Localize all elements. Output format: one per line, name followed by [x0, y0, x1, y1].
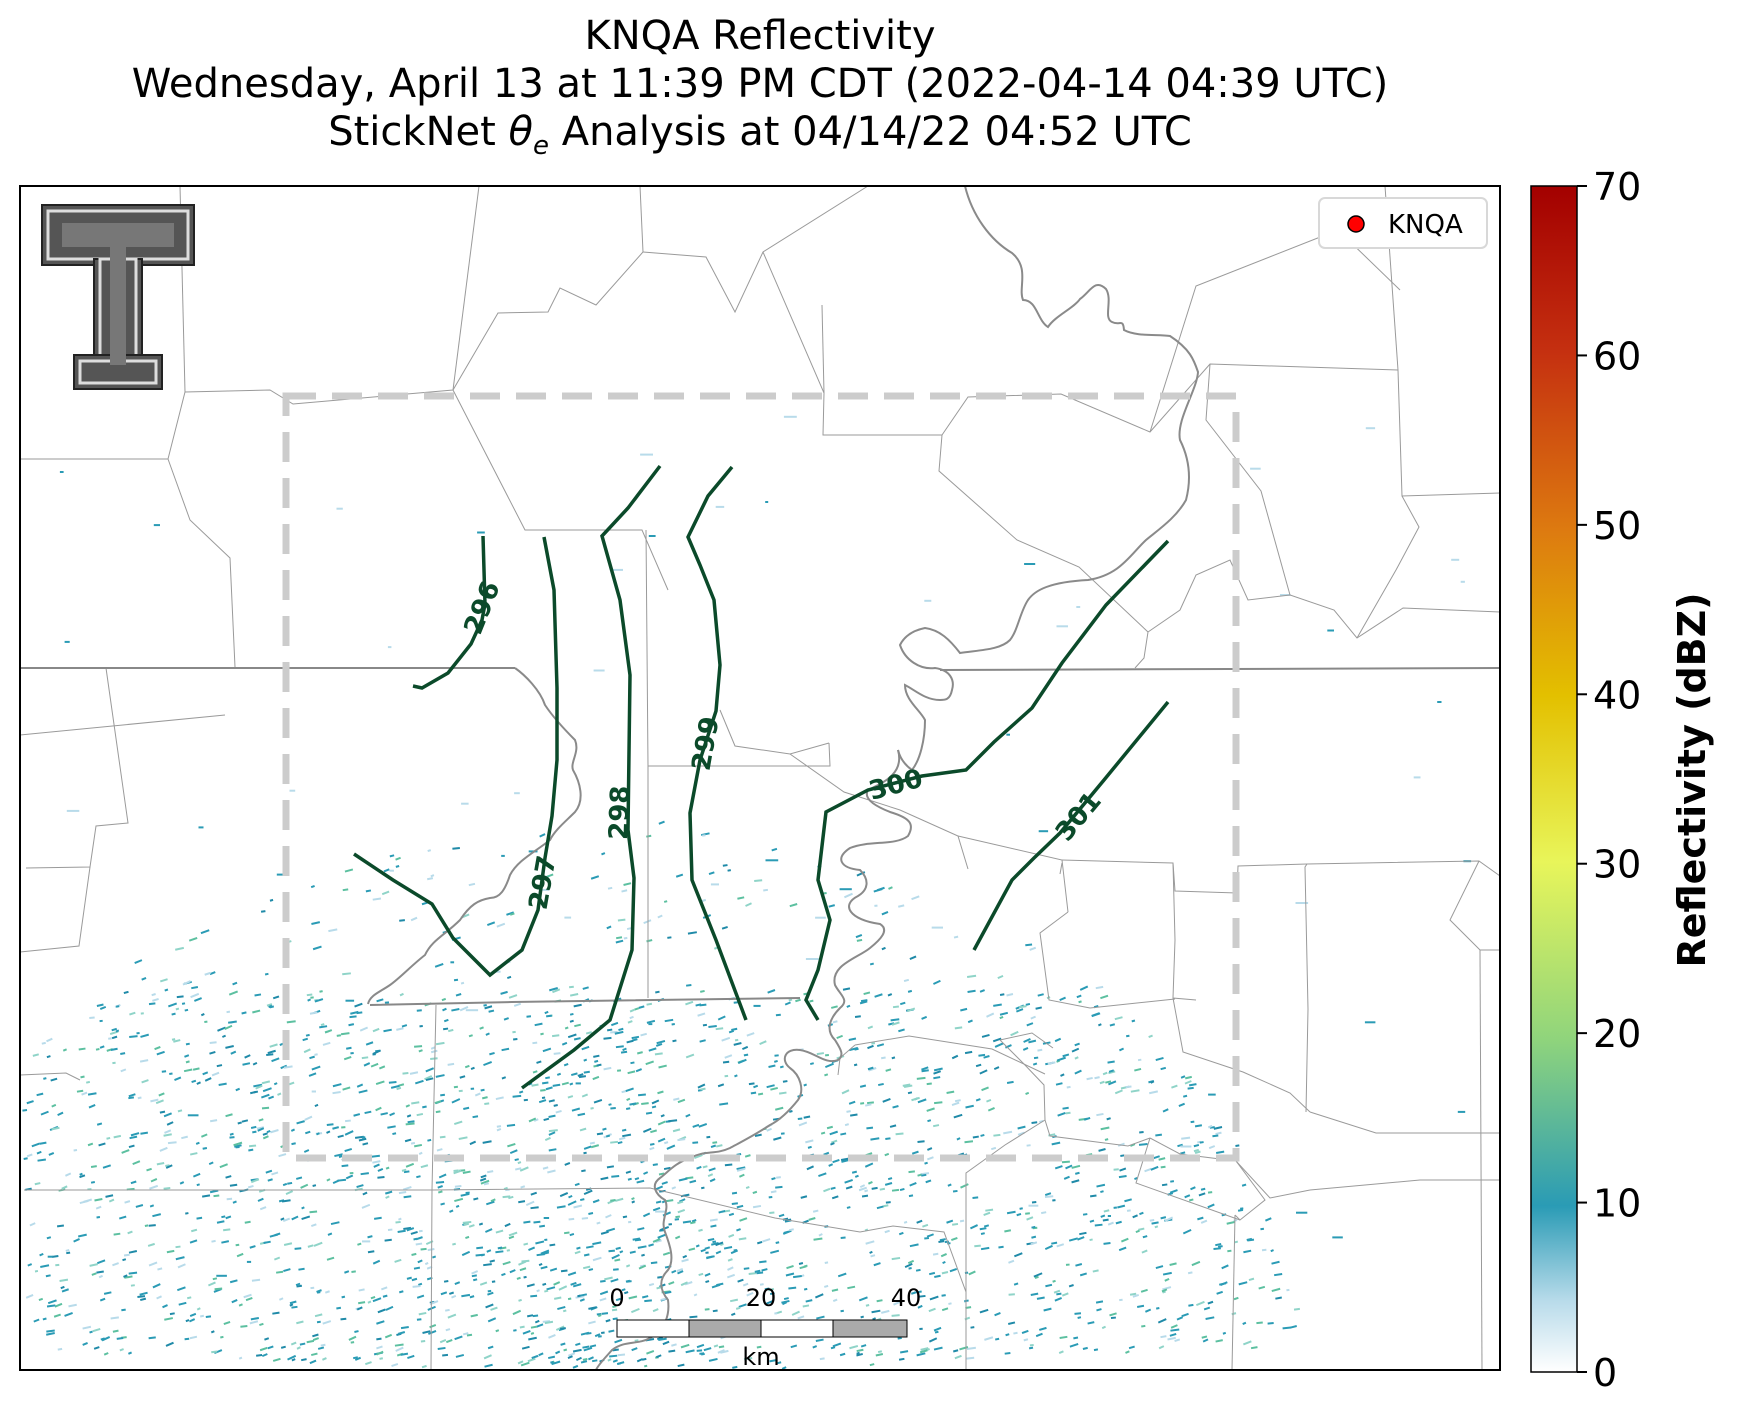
colorbar-tick-label: 10 [1593, 1182, 1641, 1226]
contour-300-line [804, 539, 1170, 1021]
colorbar: 0 10 20 30 40 50 60 70 Reflectivity (dBZ) [1530, 165, 1714, 1395]
title-line-2: Wednesday, April 13 at 11:39 PM CDT (202… [131, 61, 1389, 107]
scale-bar: 0 20 40 km [609, 1284, 922, 1371]
contour-label-298: 298 [604, 785, 636, 840]
colorbar-tick-label: 30 [1593, 843, 1641, 887]
scale-unit: km [742, 1343, 779, 1371]
map-frame [19, 185, 1501, 1371]
contour-298-line [520, 464, 662, 1090]
colorbar-tick-label: 50 [1593, 504, 1641, 548]
texas-tech-logo-icon [41, 204, 195, 390]
colorbar-tick-label: 20 [1593, 1012, 1641, 1056]
title-line-1: KNQA Reflectivity [584, 13, 936, 59]
colorbar-ticks: 0 10 20 30 40 50 60 70 [1577, 165, 1641, 1395]
colorbar-tick-label: 0 [1593, 1351, 1617, 1395]
figure-title: KNQA Reflectivity Wednesday, April 13 at… [0, 12, 1520, 170]
colorbar-gradient [1530, 185, 1578, 1373]
colorbar-label: Reflectivity (dBZ) [1670, 592, 1714, 967]
contour-301-line [972, 700, 1170, 951]
colorbar-tick-label: 60 [1593, 334, 1641, 378]
rivers [367, 186, 1200, 1370]
legend-marker [1347, 215, 1365, 233]
county-lines [20, 186, 1500, 1370]
colorbar-tick-label: 40 [1593, 673, 1641, 717]
reflectivity-echoes [22, 385, 1472, 1370]
scale-tick-0: 0 [609, 1284, 624, 1312]
contour-297-line [353, 536, 559, 978]
contour-296-line [412, 535, 487, 690]
colorbar-tick-label: 70 [1593, 165, 1641, 209]
legend-label: KNQA [1388, 210, 1463, 240]
scale-tick-40: 40 [891, 1284, 922, 1312]
analysis-domain-box [282, 392, 1240, 1162]
legend: KNQA [1318, 197, 1488, 249]
contour-299-line [686, 465, 748, 1021]
scale-tick-20: 20 [746, 1284, 777, 1312]
theta-e-contours [353, 464, 1170, 1090]
title-line-3: StickNet θe Analysis at 04/14/22 04:52 U… [328, 109, 1192, 161]
state-borders [20, 667, 1500, 1006]
map-panel: 296 297 298 299 300 301 0 20 40 km KNQA [20, 186, 1500, 1371]
